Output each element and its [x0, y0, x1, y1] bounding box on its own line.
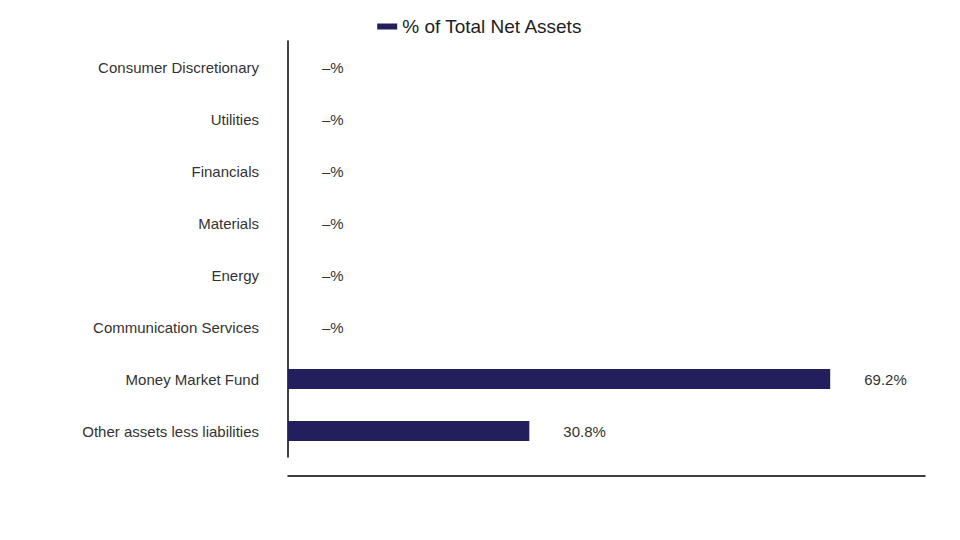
svg-text:Materials: Materials [198, 215, 259, 232]
svg-text:% of Total Net Assets: % of Total Net Assets [402, 16, 581, 37]
svg-text:69.2%: 69.2% [864, 371, 907, 388]
svg-text:–%: –% [322, 319, 344, 336]
svg-text:–%: –% [322, 163, 344, 180]
svg-text:Communication Services: Communication Services [93, 319, 259, 336]
svg-text:–%: –% [322, 111, 344, 128]
svg-text:–%: –% [322, 59, 344, 76]
svg-text:30.8%: 30.8% [563, 423, 606, 440]
svg-text:Utilities: Utilities [211, 111, 259, 128]
svg-text:Energy: Energy [211, 267, 259, 284]
svg-text:Consumer Discretionary: Consumer Discretionary [98, 59, 259, 76]
svg-text:–%: –% [322, 267, 344, 284]
svg-text:Money Market Fund: Money Market Fund [126, 371, 259, 388]
svg-text:Financials: Financials [191, 163, 259, 180]
svg-text:–%: –% [322, 215, 344, 232]
svg-text:Other assets less liabilities: Other assets less liabilities [82, 423, 259, 440]
